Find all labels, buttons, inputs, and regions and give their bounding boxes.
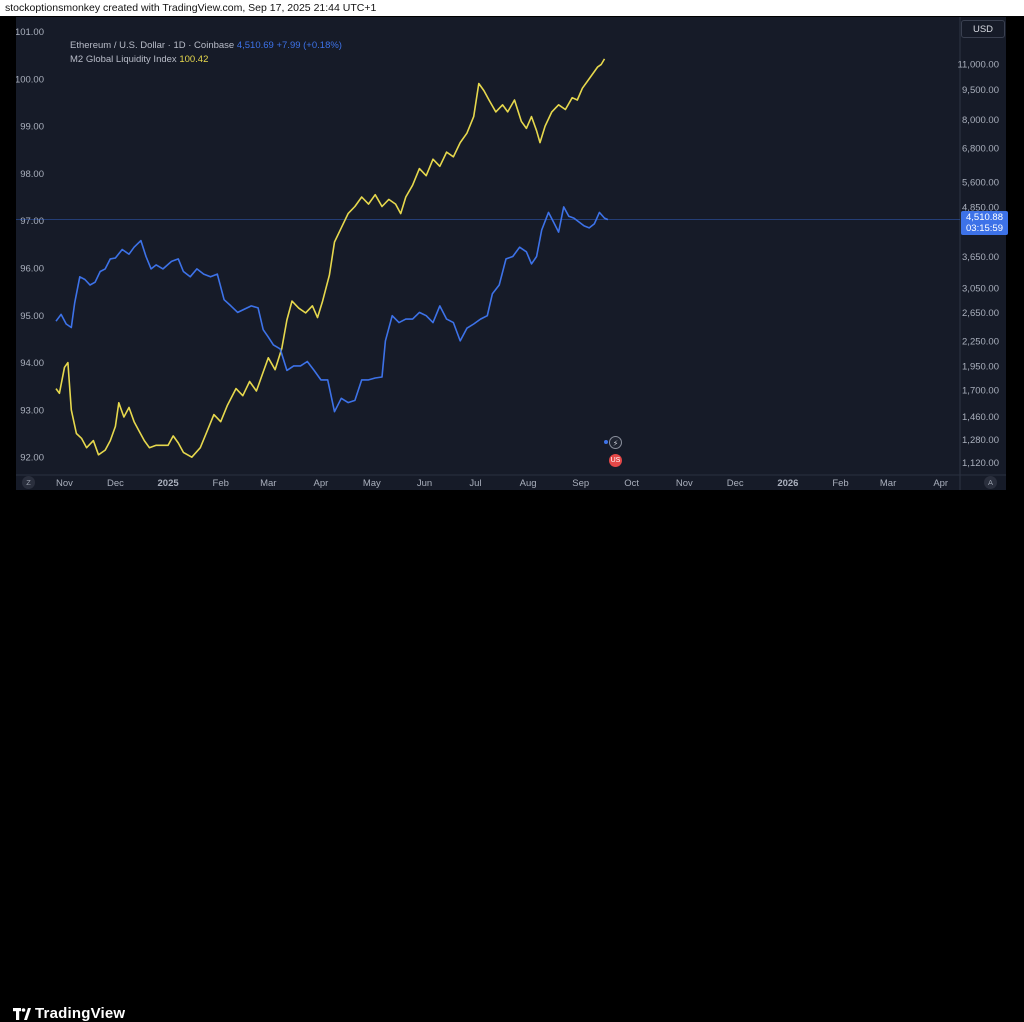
left-axis-tick-label: 96.00 — [20, 263, 44, 274]
series-line-m2-liquidity[interactable] — [55, 58, 606, 458]
right-axis-tick-label: 2,650.00 — [962, 308, 999, 319]
top-bar: stockoptionsmonkey created with TradingV… — [0, 0, 1024, 16]
right-axis-tick-label: 1,460.00 — [962, 412, 999, 423]
time-axis-tick-label: Feb — [213, 478, 229, 489]
tradingview-logo-icon — [13, 1008, 31, 1020]
right-axis-tick-label: 3,050.00 — [962, 283, 999, 294]
time-axis-tick-label: 2025 — [158, 478, 180, 489]
price-chart[interactable]: 92.00 93.00 94.00 95.00 96.00 97.00 98.00 99.00… — [16, 17, 1006, 490]
time-axis-tick-label: Oct — [624, 478, 639, 489]
right-axis-tick-label: 1,280.00 — [962, 435, 999, 446]
time-axis-tick-label: 2026 — [777, 478, 798, 489]
scale-left-button[interactable]: Z — [22, 476, 35, 489]
tradingview-brand: TradingView — [35, 1005, 126, 1022]
legend-m2-name: M2 Global Liquidity Index — [70, 54, 177, 65]
time-axis-tick-label: Nov — [56, 478, 73, 489]
left-axis-tick-label: 94.00 — [20, 358, 44, 369]
footer: TradingView — [0, 500, 1024, 1022]
right-axis-tick-label: 3,650.00 — [962, 252, 999, 263]
legend-eth-name: Ethereum / U.S. Dollar · 1D · Coinbase — [70, 40, 235, 51]
left-axis-tick-label: 98.00 — [20, 169, 44, 180]
right-axis-tick-label: 6,800.00 — [962, 143, 999, 154]
time-axis-tick-label: Jul — [469, 478, 481, 489]
event-dot — [604, 440, 608, 444]
right-axis-tick-label: 1,950.00 — [962, 361, 999, 372]
right-axis-tick-label: 4,850.00 — [962, 202, 999, 213]
left-axis-tick-label: 93.00 — [20, 405, 44, 416]
time-axis-tick-label: Feb — [832, 478, 848, 489]
time-axis-tick-label: May — [363, 478, 381, 489]
time-axis-tick-label: Dec — [107, 478, 124, 489]
time-axis-tick-label: Apr — [933, 478, 948, 489]
legend-eth-price: 4,510.69 — [236, 40, 274, 51]
chart-credit: stockoptionsmonkey created with TradingV… — [5, 2, 377, 14]
time-axis-tick-label: Mar — [880, 478, 896, 489]
legend-eth: Ethereum / U.S. Dollar · 1D · Coinbase 4… — [70, 40, 342, 51]
right-axis-tick-label: 2,250.00 — [962, 336, 999, 347]
left-axis-tick-label: 101.00 — [16, 27, 44, 38]
right-axis-tick-label: 9,500.00 — [962, 85, 999, 96]
currency-button[interactable]: USD — [961, 20, 1005, 38]
time-axis-tick-label: Apr — [314, 478, 329, 489]
right-axis-tick-label: 11,000.00 — [957, 60, 999, 71]
left-axis-tick-label: 92.00 — [20, 453, 44, 464]
left-axis-tick-label: 100.00 — [16, 74, 44, 85]
time-axis-tick-label: Aug — [520, 478, 537, 489]
price-badge-price: 4,510.88 — [966, 212, 1003, 223]
legend-m2: M2 Global Liquidity Index 100.42 — [70, 54, 208, 65]
left-axis-tick-label: 99.00 — [20, 122, 44, 133]
left-axis-tick-label: 97.00 — [20, 216, 44, 227]
event-icon-flash[interactable]: ⚡ — [609, 436, 622, 449]
price-badge-countdown: 03:15:59 — [966, 223, 1003, 234]
price-badge: 4,510.88 03:15:59 — [961, 211, 1008, 235]
left-axis-tick-label: 95.00 — [20, 311, 44, 322]
right-axis-tick-label: 1,700.00 — [962, 385, 999, 396]
right-axis-tick-label: 5,600.00 — [962, 177, 999, 188]
right-axis-tick-label: 1,120.00 — [962, 458, 999, 469]
event-icon-us[interactable]: US — [609, 454, 622, 467]
series-line-eth-usd[interactable] — [55, 206, 609, 413]
time-axis-tick-label: Nov — [676, 478, 693, 489]
right-axis-tick-label: 8,000.00 — [962, 115, 999, 126]
time-axis-tick-label: Mar — [260, 478, 276, 489]
legend-eth-change: +7.99 (+0.18%) — [276, 40, 342, 51]
chart-panel[interactable]: 92.00 93.00 94.00 95.00 96.00 97.00 98.00 99.00… — [16, 17, 1006, 490]
time-axis-tick-label: Dec — [727, 478, 744, 489]
time-axis-tick-label: Sep — [572, 478, 589, 489]
auto-scale-button[interactable]: A — [984, 476, 997, 489]
legend-m2-value: 100.42 — [179, 54, 209, 65]
time-axis-tick-label: Jun — [417, 478, 432, 489]
